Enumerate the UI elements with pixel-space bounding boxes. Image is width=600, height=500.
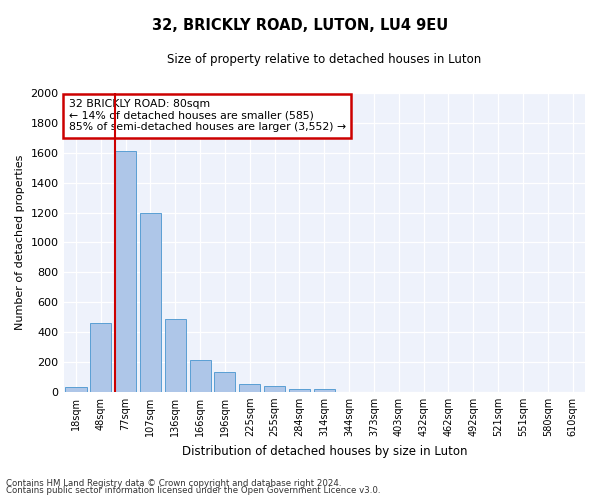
Bar: [165, 318, 186, 392]
Bar: [90, 323, 112, 392]
Bar: [115, 152, 136, 392]
Bar: [289, 388, 310, 392]
Bar: [214, 372, 235, 392]
X-axis label: Distribution of detached houses by size in Luton: Distribution of detached houses by size …: [182, 444, 467, 458]
Text: Contains public sector information licensed under the Open Government Licence v3: Contains public sector information licen…: [6, 486, 380, 495]
Bar: [239, 384, 260, 392]
Y-axis label: Number of detached properties: Number of detached properties: [15, 154, 25, 330]
Bar: [264, 386, 285, 392]
Title: Size of property relative to detached houses in Luton: Size of property relative to detached ho…: [167, 52, 481, 66]
Bar: [314, 389, 335, 392]
Bar: [65, 386, 86, 392]
Text: Contains HM Land Registry data © Crown copyright and database right 2024.: Contains HM Land Registry data © Crown c…: [6, 478, 341, 488]
Bar: [140, 214, 161, 392]
Text: 32, BRICKLY ROAD, LUTON, LU4 9EU: 32, BRICKLY ROAD, LUTON, LU4 9EU: [152, 18, 448, 32]
Text: 32 BRICKLY ROAD: 80sqm
← 14% of detached houses are smaller (585)
85% of semi-de: 32 BRICKLY ROAD: 80sqm ← 14% of detached…: [69, 99, 346, 132]
Bar: [190, 360, 211, 392]
